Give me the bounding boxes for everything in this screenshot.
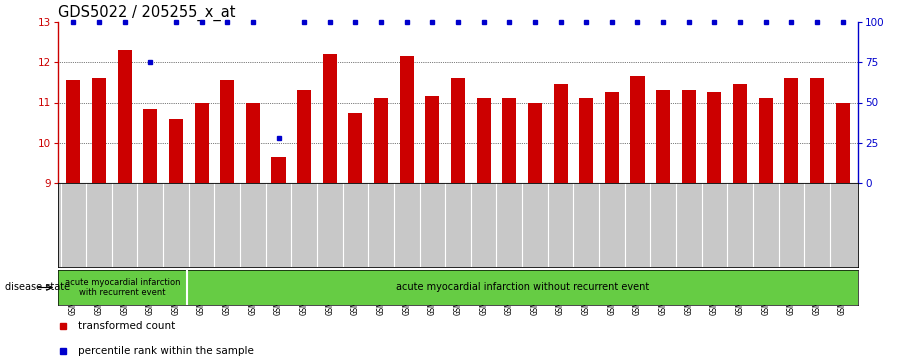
Bar (835, 102, 850, 183)
Bar (297, 90, 312, 183)
Bar (707, 93, 722, 183)
Bar (451, 78, 465, 183)
Bar (605, 93, 619, 183)
Bar (425, 97, 439, 183)
Bar (681, 90, 696, 183)
Text: GDS5022 / 205255_x_at: GDS5022 / 205255_x_at (58, 4, 236, 21)
Bar (374, 98, 388, 183)
Bar (67, 80, 80, 183)
Bar (322, 54, 337, 183)
Bar (630, 76, 645, 183)
Text: acute myocardial infarction without recurrent event: acute myocardial infarction without recu… (396, 282, 650, 293)
Bar (579, 98, 593, 183)
Bar (759, 98, 773, 183)
Bar (143, 109, 158, 183)
Text: percentile rank within the sample: percentile rank within the sample (78, 346, 254, 356)
Bar (169, 119, 183, 183)
Bar (656, 90, 670, 183)
Bar (118, 50, 132, 183)
Text: acute myocardial infarction
with recurrent event: acute myocardial infarction with recurre… (65, 278, 180, 297)
Bar (195, 102, 209, 183)
Bar (92, 78, 106, 183)
Bar (348, 113, 363, 183)
Bar (476, 98, 491, 183)
Bar (554, 84, 568, 183)
Bar (220, 80, 234, 183)
Bar (400, 56, 414, 183)
Bar (784, 78, 798, 183)
Bar (271, 157, 285, 183)
Bar (733, 84, 747, 183)
Bar (246, 102, 260, 183)
Text: transformed count: transformed count (78, 321, 175, 331)
Text: disease state: disease state (5, 282, 69, 293)
Bar (527, 102, 542, 183)
Bar (502, 98, 517, 183)
Bar (810, 78, 824, 183)
